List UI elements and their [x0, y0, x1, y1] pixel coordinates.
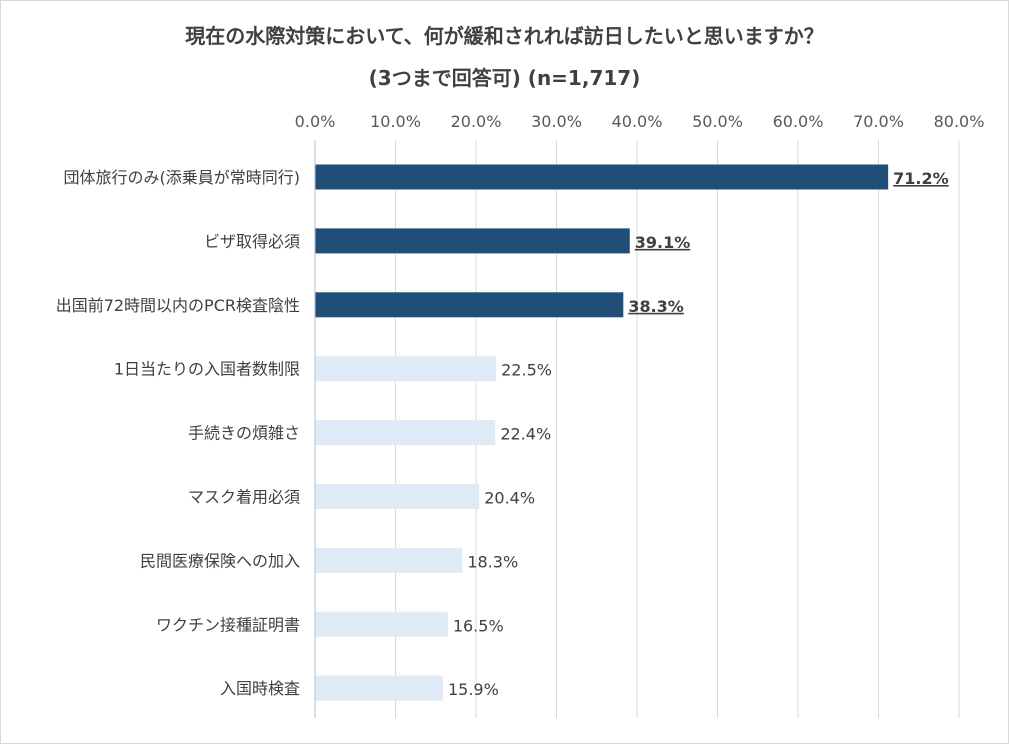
bar: [315, 356, 497, 382]
value-label: 18.3%: [467, 552, 518, 571]
category-label: ワクチン接種証明書: [156, 615, 300, 634]
bar: [315, 164, 889, 190]
bar: [315, 611, 448, 637]
category-label: 手続きの煩雑さ: [188, 424, 300, 443]
bar: [315, 547, 463, 573]
category-label: 民間医療保険への加入: [140, 551, 300, 570]
x-tick-label: 10.0%: [370, 112, 421, 131]
bar: [315, 292, 624, 318]
category-label: マスク着用必須: [188, 488, 300, 507]
x-tick-label: 70.0%: [853, 112, 904, 131]
value-label: 15.9%: [448, 680, 499, 699]
x-tick-label: 20.0%: [451, 112, 502, 131]
x-tick-label: 0.0%: [295, 112, 336, 131]
category-label: 1日当たりの入国者数制限: [114, 360, 300, 379]
bar: [315, 228, 630, 254]
bar: [315, 420, 496, 446]
x-tick-label: 50.0%: [692, 112, 743, 131]
value-label: 71.2%: [893, 169, 949, 188]
x-tick-label: 40.0%: [612, 112, 663, 131]
value-label: 22.5%: [501, 361, 552, 380]
category-label: 団体旅行のみ(添乗員が常時同行): [64, 168, 301, 187]
value-label: 20.4%: [484, 489, 535, 508]
category-label: ビザ取得必須: [204, 232, 300, 251]
chart-title: 現在の水際対策において、何が緩和されれば訪日したいと思いますか？: [185, 24, 824, 48]
bar: [315, 675, 443, 701]
x-tick-label: 60.0%: [773, 112, 824, 131]
value-label: 38.3%: [628, 297, 684, 316]
value-label: 16.5%: [453, 616, 504, 635]
bar: [315, 484, 480, 509]
category-label: 出国前72時間以内のPCR検査陰性: [56, 296, 300, 315]
x-tick-label: 30.0%: [531, 112, 582, 131]
category-label: 入国時検査: [220, 679, 300, 698]
x-tick-label: 80.0%: [934, 112, 985, 131]
value-label: 22.4%: [500, 425, 551, 444]
value-label: 39.1%: [635, 233, 691, 252]
chart-subtitle: (3つまで回答可) (n=1,717): [368, 66, 641, 90]
